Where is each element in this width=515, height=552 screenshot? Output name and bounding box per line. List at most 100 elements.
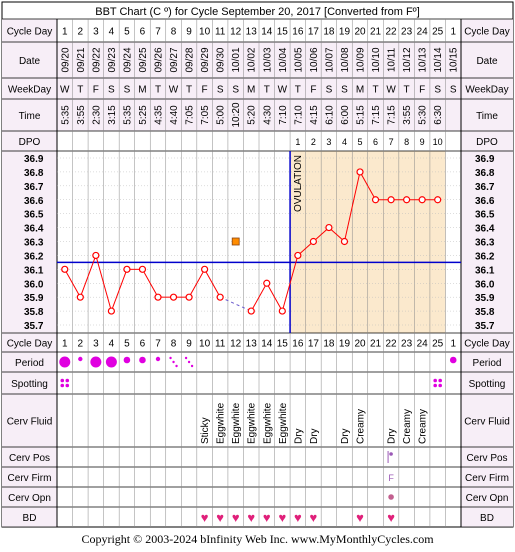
period-heavy-marker [105,356,117,368]
label-cell-right-bd [461,507,513,527]
chart-title: BBT Chart (C º) for Cycle September 20, … [95,6,420,18]
cycle-day-label: 13 [246,27,258,38]
cycle-day-label-bottom: 11 [215,339,226,350]
cycle-day-label-bottom: 12 [230,339,242,350]
y-tick-label-left: 35.7 [24,321,44,332]
period-trace-dot [169,356,172,360]
period-trace-dot [190,364,194,368]
spotting-dot [438,383,442,388]
date-label: 10/05 [293,47,304,72]
y-tick-label-right: 36.6 [475,196,495,207]
weekday-label: T [295,85,301,96]
date-label: 10/01 [231,47,242,72]
label-cell-right-period [461,352,513,372]
period-spot-marker [155,356,161,362]
date-label: 09/27 [169,47,180,72]
date-label: 10/14 [433,47,444,72]
dpo-label: 5 [357,137,362,147]
label-cell-left-spot [2,372,57,394]
cycle-day-label-bottom: 24 [417,339,429,350]
spotting-dot [60,378,65,383]
weekday-label: M [247,85,255,96]
label-cell-right-fluid [461,394,513,447]
cerv-firm-label: F [388,473,394,483]
row-label-left-cerv_firm: Cerv Firm [8,473,52,484]
time-label: 3:55 [76,105,87,125]
temp-line-segment [359,171,376,200]
cycle-day-label: 3 [93,27,99,38]
weekday-label: T [77,85,83,96]
temp-point [418,196,426,204]
label-cell-right-firm [461,467,513,487]
temp-line-segment [266,283,283,312]
cerv-fluid-label: Dry [387,428,398,444]
temp-point [216,293,224,301]
weekday-label: T [186,85,192,96]
period-trace-dot [172,360,175,364]
time-label: 6:10 [324,105,335,125]
time-label: 5:20 [247,105,258,125]
label-cell-left-firm [2,467,57,487]
header-band-time [2,99,513,131]
row-label-left-cerv_pos: Cerv Pos [9,453,50,464]
dpo-label: 10 [433,137,443,147]
cycle-day-label-bottom: 7 [155,339,161,350]
period-trace-dot [184,356,188,360]
cycle-day-label-bottom: 4 [109,339,115,350]
copyright-footer: Copyright © 2003-2024 bInfinity Web Inc.… [81,532,434,546]
y-tick-label-left: 35.8 [24,307,44,318]
discarded-temp-point [231,237,240,246]
time-label: 10:20 [231,102,242,127]
period-spot-marker [78,356,83,362]
y-tick-label-right: 36.0 [475,279,495,290]
cycle-day-label: 14 [261,27,273,38]
cycle-day-label: 10 [199,27,211,38]
cycle-day-label-bottom: 1 [62,339,68,350]
weekday-label: F [419,85,425,96]
cycle-day-label-bottom: 3 [93,339,99,350]
time-label: 7:05 [200,105,211,125]
y-tick-label-left: 36.0 [24,279,44,290]
row-label-right-period: Period [473,358,502,369]
label-cell-left-plot [2,151,57,333]
cycle-day-label: 22 [386,27,398,38]
y-tick-label-right: 36.7 [475,182,495,193]
row-label-right-cycle_day: Cycle Day [464,27,510,38]
temp-point [356,168,364,176]
cycle-day-label: 12 [230,27,242,38]
temp-point [387,196,395,204]
weekday-label: T [155,85,161,96]
bd-heart-icon: ♥ [310,510,318,525]
row-label-right-cerv_opn: Cerv Opn [466,493,509,504]
date-label: 10/15 [449,47,460,72]
date-label: 10/03 [262,47,273,72]
cycle-day-label-bottom: 25 [432,339,444,350]
temp-line-segment [204,269,221,298]
cycle-day-label: 19 [339,27,351,38]
y-tick-label-right: 36.8 [475,168,495,179]
y-tick-label-right: 36.9 [475,154,495,165]
temp-line-segment [188,269,206,298]
y-tick-label-right: 35.7 [475,321,495,332]
row-label-left-weekday: WeekDay [8,85,51,96]
weekday-label: W [169,85,179,96]
bd-heart-icon: ♥ [216,510,224,525]
y-tick-label-right: 35.8 [475,307,495,318]
row-label-left-cerv_fluid: Cerv Fluid [7,417,53,428]
label-cell-right-spot [461,372,513,394]
weekday-label: W [278,85,288,96]
temp-point [169,293,178,301]
label-cell-left-pos [2,447,57,467]
temp-line-segment [281,255,299,312]
date-label: 09/26 [154,47,165,72]
y-tick-label-left: 36.9 [24,154,44,165]
period-light-marker [123,356,131,364]
date-label: 10/06 [309,47,320,72]
time-label: 5:25 [138,105,149,125]
cycle-day-label: 24 [417,27,429,38]
date-label: 10/08 [340,47,351,72]
time-label: 5:35 [122,105,133,125]
date-label: 09/25 [138,47,149,72]
row-label-right-dpo: DPO [476,137,498,148]
y-tick-label-left: 36.3 [24,238,44,249]
